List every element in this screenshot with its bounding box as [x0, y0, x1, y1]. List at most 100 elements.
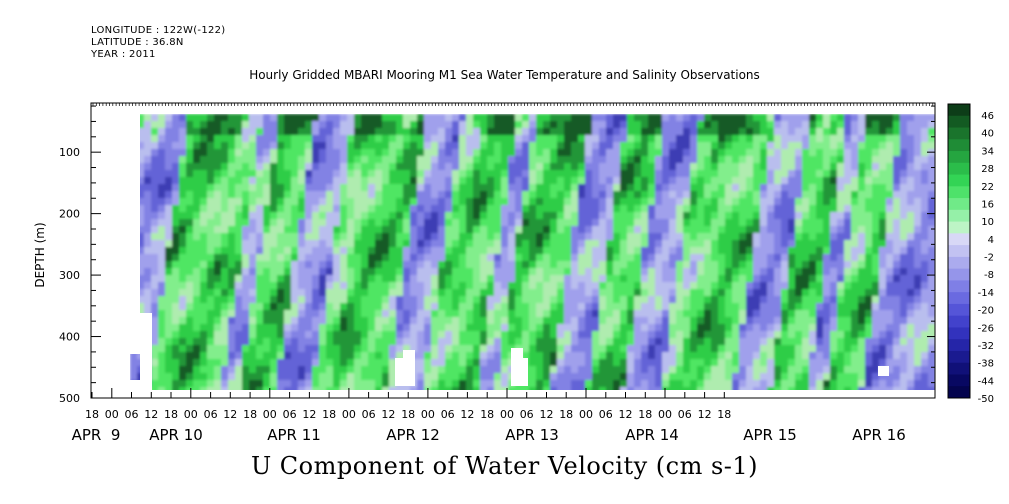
heatmap-cell	[277, 198, 285, 206]
heatmap-cell	[256, 184, 264, 192]
heatmap-cell	[165, 177, 173, 185]
heatmap-cell	[795, 226, 803, 234]
heatmap-cell	[557, 254, 565, 262]
heatmap-cell	[277, 275, 285, 283]
heatmap-cell	[354, 128, 362, 136]
heatmap-cell	[543, 240, 551, 248]
heatmap-cell	[606, 191, 614, 199]
heatmap-cell	[746, 142, 754, 150]
heatmap-cell	[487, 247, 495, 255]
heatmap-cell	[788, 163, 796, 171]
heatmap-cell	[669, 226, 677, 234]
heatmap-cell	[333, 310, 341, 318]
heatmap-cell	[221, 352, 229, 360]
x-hour-label: 06	[599, 408, 613, 421]
heatmap-cell	[599, 275, 607, 283]
heatmap-cell	[718, 261, 726, 269]
heatmap-cell	[641, 163, 649, 171]
heatmap-cell	[627, 338, 635, 346]
heatmap-cell	[333, 317, 341, 325]
heatmap-cell	[704, 331, 712, 339]
heatmap-cell	[270, 324, 278, 332]
heatmap-cell	[298, 387, 306, 390]
heatmap-cell	[641, 303, 649, 311]
heatmap-cell	[445, 163, 453, 171]
heatmap-cell	[270, 170, 278, 178]
heatmap-cell	[578, 317, 586, 325]
heatmap-cell	[214, 387, 222, 390]
heatmap-cell	[389, 184, 397, 192]
heatmap-cell	[508, 338, 516, 346]
x-date-label: APR 11	[267, 426, 321, 444]
heatmap-cell	[634, 380, 642, 388]
heatmap-cell	[438, 331, 446, 339]
heatmap-cell	[606, 282, 614, 290]
x-date-label: APR 16	[852, 426, 906, 444]
heatmap-cell	[592, 240, 600, 248]
heatmap-cell	[557, 380, 565, 388]
heatmap-cell	[809, 156, 817, 164]
heatmap-cell	[508, 303, 516, 311]
heatmap-cell	[396, 275, 404, 283]
heatmap-cell	[389, 387, 397, 390]
heatmap-cell	[193, 352, 201, 360]
heatmap-cell	[515, 338, 523, 346]
heatmap-cell	[249, 128, 257, 136]
heatmap-cell	[753, 135, 761, 143]
heatmap-cell	[851, 324, 859, 332]
heatmap-cell	[214, 296, 222, 304]
heatmap-cell	[697, 366, 705, 374]
heatmap-cell	[816, 156, 824, 164]
heatmap-cell	[578, 240, 586, 248]
heatmap-cell	[669, 324, 677, 332]
heatmap-cell	[676, 247, 684, 255]
heatmap-cell	[137, 261, 145, 269]
heatmap-cell	[249, 226, 257, 234]
heatmap-cell	[221, 338, 229, 346]
heatmap-cell	[438, 114, 446, 122]
heatmap-cell	[732, 149, 740, 157]
heatmap-cell	[627, 170, 635, 178]
x-hour-label: 12	[381, 408, 395, 421]
heatmap-cell	[900, 247, 908, 255]
heatmap-cell	[494, 352, 502, 360]
heatmap-cell	[396, 338, 404, 346]
heatmap-cell	[774, 366, 782, 374]
heatmap-cell	[515, 324, 523, 332]
heatmap-cell	[270, 135, 278, 143]
heatmap-cell	[207, 128, 215, 136]
heatmap-cell	[858, 205, 866, 213]
heatmap-cell	[207, 317, 215, 325]
heatmap-cell	[732, 114, 740, 122]
heatmap-cell	[753, 163, 761, 171]
heatmap-cell	[907, 268, 915, 276]
heatmap-cell	[305, 212, 313, 220]
heatmap-cell	[501, 170, 509, 178]
heatmap-cell	[207, 142, 215, 150]
heatmap-cell	[424, 247, 432, 255]
heatmap-cell	[774, 114, 782, 122]
heatmap-cell	[662, 275, 670, 283]
heatmap-cell	[536, 226, 544, 234]
heatmap-cell	[774, 324, 782, 332]
heatmap-cell	[354, 205, 362, 213]
heatmap-cell	[249, 359, 257, 367]
heatmap-cell	[256, 226, 264, 234]
heatmap-cell	[228, 205, 236, 213]
heatmap-cell	[298, 289, 306, 297]
heatmap-cell	[627, 219, 635, 227]
heatmap-cell	[417, 317, 425, 325]
heatmap-cell	[781, 338, 789, 346]
heatmap-cell	[893, 205, 901, 213]
heatmap-cell	[690, 261, 698, 269]
heatmap-cell	[389, 359, 397, 367]
heatmap-cell	[816, 170, 824, 178]
heatmap-cell	[242, 177, 250, 185]
heatmap-cell	[732, 261, 740, 269]
heatmap-cell	[368, 387, 376, 390]
heatmap-cell	[501, 233, 509, 241]
heatmap-cell	[242, 345, 250, 353]
heatmap-cell	[249, 254, 257, 262]
heatmap-cell	[256, 380, 264, 388]
heatmap-cell	[732, 128, 740, 136]
